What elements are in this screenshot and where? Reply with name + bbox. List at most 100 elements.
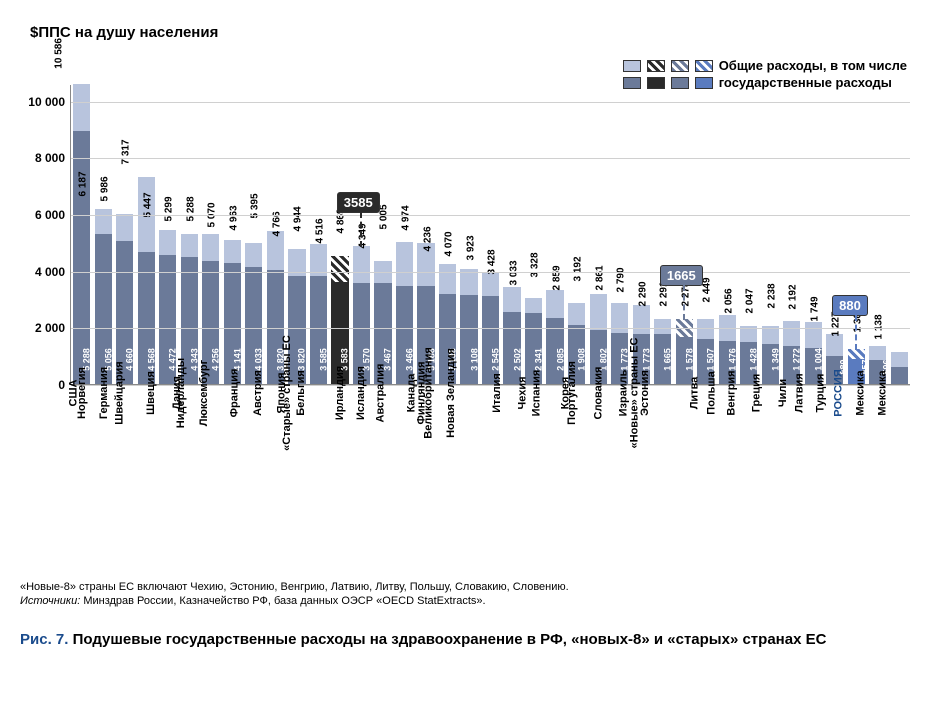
callout-leader bbox=[683, 285, 685, 320]
x-label: «Новые» страны ЕС bbox=[673, 390, 695, 550]
bar-value-total: 3 192 bbox=[573, 256, 586, 281]
bar-segment-total bbox=[891, 352, 908, 367]
bar-segment-total bbox=[95, 209, 112, 234]
bar-column: 2 5023 033 bbox=[523, 85, 545, 384]
bar-value-total: 2 047 bbox=[745, 288, 758, 313]
gridline bbox=[71, 215, 910, 216]
bars-group: 8 94810 5865 2886 1875 0565 9864 6607 31… bbox=[71, 85, 910, 384]
x-label-text: Ирландия bbox=[334, 366, 346, 420]
y-tick-label: 0 bbox=[58, 378, 65, 392]
x-label-text: Венгрия bbox=[726, 370, 738, 415]
bar-value-total: 4 944 bbox=[293, 206, 306, 231]
chart-container: $ППС на душу населения Общие расходы, в … bbox=[0, 0, 937, 710]
footnote-sources-text: Минздрав России, Казначейство РФ, база д… bbox=[80, 595, 485, 607]
bar-column: 5 2886 187 bbox=[93, 85, 115, 384]
bar-value-total: 6 187 bbox=[78, 171, 91, 196]
bar-value-gov: 2 085 bbox=[555, 348, 565, 371]
x-label: Новая Зеландия bbox=[479, 390, 501, 550]
bar-column: 5961 138 bbox=[889, 85, 911, 384]
bar: 8 94810 586 bbox=[73, 84, 90, 384]
bar-value-total: 2 290 bbox=[637, 282, 650, 307]
bar-segment-total bbox=[503, 287, 520, 312]
x-label-text: Италия bbox=[492, 373, 504, 413]
bar-value-gov: 4 568 bbox=[147, 348, 157, 371]
x-label-text: Новая Зеландия bbox=[445, 348, 457, 438]
gridline bbox=[71, 272, 910, 273]
bar-value-gov: 1 773 bbox=[641, 348, 651, 371]
legend-row-total: Общие расходы, в том числе bbox=[623, 58, 907, 73]
bar-segment-total bbox=[202, 234, 219, 261]
bar-column: 1 5782 278 bbox=[695, 85, 717, 384]
x-label-text: Исландия bbox=[355, 366, 367, 420]
bar-segment-total bbox=[525, 298, 542, 313]
bar-value-gov: 3 820 bbox=[297, 348, 307, 371]
bar-value-total: 2 238 bbox=[766, 283, 779, 308]
bar-value-total: 3 428 bbox=[487, 249, 500, 274]
x-label: Италия bbox=[501, 390, 523, 550]
bar-segment-gov: 596 bbox=[891, 367, 908, 384]
y-tick-label: 6 000 bbox=[35, 208, 65, 222]
bar-segment-total bbox=[331, 256, 348, 282]
callout-leader bbox=[855, 315, 857, 350]
x-label-text: Люксембург bbox=[198, 360, 210, 426]
x-label-text: Литва bbox=[689, 377, 701, 410]
legend-swatch-hatch-mid bbox=[671, 60, 689, 72]
x-label: Испания bbox=[544, 390, 566, 550]
bar-column: 1 0041 749 bbox=[824, 85, 846, 384]
y-tick-label: 2 000 bbox=[35, 321, 65, 335]
bar-value-gov: 1 428 bbox=[749, 348, 759, 371]
bar-value-total: 7 317 bbox=[121, 139, 134, 164]
bar-column: 4 5685 447 bbox=[157, 85, 179, 384]
bar-value-total: 4 516 bbox=[314, 219, 327, 244]
bar-column: 1 5072 449 bbox=[716, 85, 738, 384]
bar-segment-total bbox=[439, 264, 456, 294]
bar-column: 3 5854 516 bbox=[329, 85, 351, 384]
bar-segment-total bbox=[568, 303, 585, 325]
bar-segment-total bbox=[159, 230, 176, 255]
bar-value-total: 4 236 bbox=[422, 226, 435, 251]
x-label: Греция bbox=[759, 390, 781, 550]
bar-value-gov: 1 507 bbox=[706, 348, 716, 371]
x-label-text: Чили bbox=[777, 379, 789, 407]
bar-value-gov: 2 545 bbox=[491, 348, 501, 371]
bar-value-total: 2 192 bbox=[788, 284, 801, 309]
bar-value-total: 2 859 bbox=[551, 265, 564, 290]
bar-value-total: 5 986 bbox=[99, 177, 112, 202]
x-label: Эстония bbox=[651, 390, 673, 550]
bar-segment-total bbox=[869, 346, 886, 360]
bar-column: 1 8022 861 bbox=[609, 85, 631, 384]
bar-segment-total bbox=[396, 242, 413, 286]
bar-segment-total bbox=[654, 319, 671, 334]
bar-column: 1 9083 192 bbox=[587, 85, 609, 384]
bar-segment-total bbox=[590, 294, 607, 330]
bar-value-gov: 1 908 bbox=[577, 348, 587, 371]
bar-column: 4 6607 317 bbox=[136, 85, 158, 384]
bar-value-gov: 1 665 bbox=[663, 348, 673, 371]
plot-area: 8 94810 5865 2886 1875 0565 9864 6607 31… bbox=[70, 85, 910, 385]
x-label-text: Чехия bbox=[516, 377, 528, 410]
bar-column: 4 1414 963 bbox=[243, 85, 265, 384]
x-label-text: Нидерланды bbox=[175, 358, 187, 428]
bar-value-gov: 1 349 bbox=[770, 348, 780, 371]
bar-column: 1 6652 291 bbox=[673, 85, 695, 384]
x-label-text: Польша bbox=[705, 371, 717, 414]
bar-value-gov: 2 341 bbox=[534, 348, 544, 371]
bar-segment-total bbox=[245, 243, 262, 266]
legend-swatch-hatch-light bbox=[695, 60, 713, 72]
bar-segment-total bbox=[482, 273, 499, 296]
x-label-text: Германия bbox=[98, 367, 110, 419]
bar-column: 1 3492 238 bbox=[781, 85, 803, 384]
x-label-text: Словакия bbox=[593, 367, 605, 420]
x-label-text: Швеция bbox=[145, 371, 157, 415]
bar-value-gov: 4 256 bbox=[211, 348, 221, 371]
bar-segment-total bbox=[783, 321, 800, 346]
bar-column: 4 3435 288 bbox=[200, 85, 222, 384]
bar-value-gov: 8 948 bbox=[60, 348, 70, 371]
bar-value-total: 5 447 bbox=[142, 192, 155, 217]
bar-value-gov: 1 578 bbox=[684, 348, 694, 371]
bar-value-total: 4 974 bbox=[400, 206, 413, 231]
callout-label: 1665 bbox=[660, 265, 703, 286]
bar-column: 3 1083 923 bbox=[480, 85, 502, 384]
x-label-text: Великобритания bbox=[423, 347, 435, 439]
bar-segment-gov: 8 948 bbox=[73, 131, 90, 384]
